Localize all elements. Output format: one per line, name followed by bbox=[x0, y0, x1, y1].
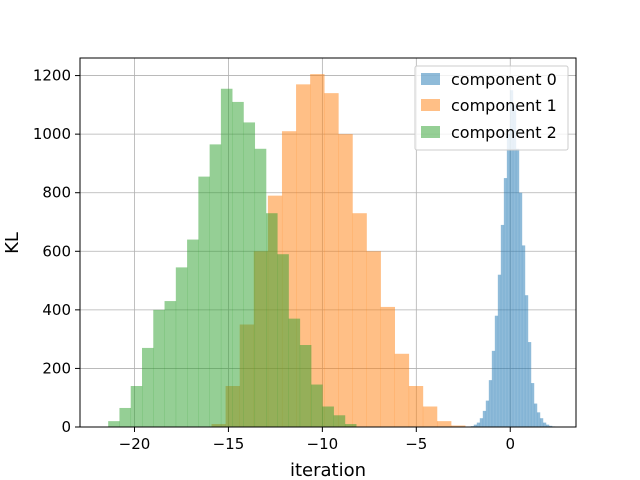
histogram-bar-component-2 bbox=[311, 384, 323, 427]
legend-label-component-2: component 2 bbox=[451, 123, 557, 142]
histogram-bars bbox=[108, 74, 556, 428]
histogram-bar-component-1 bbox=[422, 406, 438, 427]
histogram-bar-component-0 bbox=[512, 104, 517, 427]
histogram-bar-component-0 bbox=[482, 410, 487, 427]
y-tick-label: 0 bbox=[61, 418, 71, 436]
histogram-bar-component-0 bbox=[533, 403, 538, 427]
histogram-bar-component-0 bbox=[545, 424, 550, 427]
histogram-bar-component-1 bbox=[338, 134, 353, 427]
histogram-bar-component-1 bbox=[352, 213, 367, 427]
x-tick-label: −20 bbox=[119, 435, 151, 453]
histogram-bar-component-0 bbox=[503, 178, 508, 427]
histogram-bar-component-1 bbox=[408, 386, 424, 427]
histogram-bar-component-0 bbox=[515, 148, 520, 428]
x-tick-label: 0 bbox=[505, 435, 515, 453]
histogram-bar-component-2 bbox=[153, 309, 165, 427]
histogram-bar-component-2 bbox=[108, 421, 120, 427]
y-tick-label: 200 bbox=[42, 359, 71, 377]
histogram-bar-component-1 bbox=[324, 93, 339, 428]
histogram-bar-component-2 bbox=[220, 88, 233, 427]
histogram-bar-component-0 bbox=[479, 418, 484, 427]
histogram-bar-component-0 bbox=[476, 422, 481, 427]
histogram-bar-component-2 bbox=[266, 213, 278, 427]
histogram-bar-component-0 bbox=[521, 245, 526, 427]
histogram-bar-component-0 bbox=[494, 315, 499, 427]
y-tick-label: 600 bbox=[42, 242, 71, 260]
histogram-bar-component-2 bbox=[254, 148, 267, 428]
histogram-bar-component-1 bbox=[436, 421, 452, 427]
legend-swatch-component-0 bbox=[421, 73, 440, 85]
histogram-bar-component-0 bbox=[527, 342, 532, 427]
legend-label-component-0: component 0 bbox=[451, 70, 557, 89]
axis-ticks: −20 −15 −10 −5 0 0 200 400 600 800 1000 1200 bbox=[33, 67, 515, 453]
histogram-bar-component-2 bbox=[164, 301, 177, 427]
plot-frame bbox=[79, 57, 577, 428]
histogram-bar-component-2 bbox=[333, 415, 346, 427]
histogram-bar-component-1 bbox=[380, 306, 395, 427]
x-axis-label: iteration bbox=[290, 460, 366, 480]
histogram-bar-component-2 bbox=[288, 318, 301, 427]
histogram-bar-component-0 bbox=[485, 400, 490, 427]
histogram-bar-component-0 bbox=[539, 418, 544, 427]
histogram-bar-component-0 bbox=[524, 295, 529, 427]
histogram-bar-component-0 bbox=[488, 380, 493, 427]
histogram-bar-component-0 bbox=[500, 224, 505, 427]
histogram-bar-component-2 bbox=[299, 345, 312, 427]
legend-swatch-component-2 bbox=[421, 126, 440, 138]
x-tick-label: −15 bbox=[213, 435, 245, 453]
histogram-bar-component-2 bbox=[175, 267, 188, 427]
histogram-bar-component-2 bbox=[344, 424, 357, 427]
histogram-bar-component-2 bbox=[232, 101, 244, 427]
histogram-bar-component-0 bbox=[536, 412, 541, 427]
histogram-bar-component-2 bbox=[209, 144, 222, 427]
histogram-bar-component-0 bbox=[548, 425, 553, 427]
legend-swatch-component-1 bbox=[421, 99, 440, 111]
x-tick-label: −10 bbox=[307, 435, 339, 453]
y-tick-label: 400 bbox=[42, 301, 71, 319]
histogram-bar-component-2 bbox=[187, 239, 199, 427]
y-axis-label: KL bbox=[2, 232, 23, 254]
y-tick-label: 800 bbox=[42, 184, 71, 202]
legend-box bbox=[414, 65, 569, 151]
y-tick-label: 1200 bbox=[33, 67, 71, 85]
histogram-bar-component-1 bbox=[394, 353, 410, 427]
histogram-bar-component-2 bbox=[198, 176, 210, 427]
y-tick-label: 1000 bbox=[33, 125, 71, 143]
histogram-bar-component-2 bbox=[130, 386, 143, 427]
histogram-bar-component-2 bbox=[322, 406, 334, 427]
legend: component 0 component 1 component 2 bbox=[414, 65, 569, 151]
histogram-bar-component-0 bbox=[497, 274, 502, 427]
histogram-bar-component-0 bbox=[542, 422, 547, 427]
histogram-bar-component-1 bbox=[451, 425, 466, 427]
histogram-bar-component-0 bbox=[530, 383, 535, 427]
histogram-bar-component-2 bbox=[243, 122, 256, 427]
histogram-bar-component-1 bbox=[310, 74, 325, 427]
histogram-bar-component-0 bbox=[509, 90, 514, 427]
histogram-bar-component-0 bbox=[518, 192, 523, 427]
histogram-bar-component-0 bbox=[491, 350, 496, 427]
histogram-bar-component-2 bbox=[142, 347, 154, 427]
histogram-bar-component-0 bbox=[506, 134, 511, 427]
histogram-bar-component-2 bbox=[119, 407, 132, 427]
histogram-bar-component-0 bbox=[473, 424, 478, 427]
histogram-bar-component-2 bbox=[277, 254, 289, 427]
x-tick-label: −5 bbox=[405, 435, 427, 453]
histogram-bar-component-1 bbox=[366, 251, 381, 427]
legend-label-component-1: component 1 bbox=[451, 96, 557, 115]
